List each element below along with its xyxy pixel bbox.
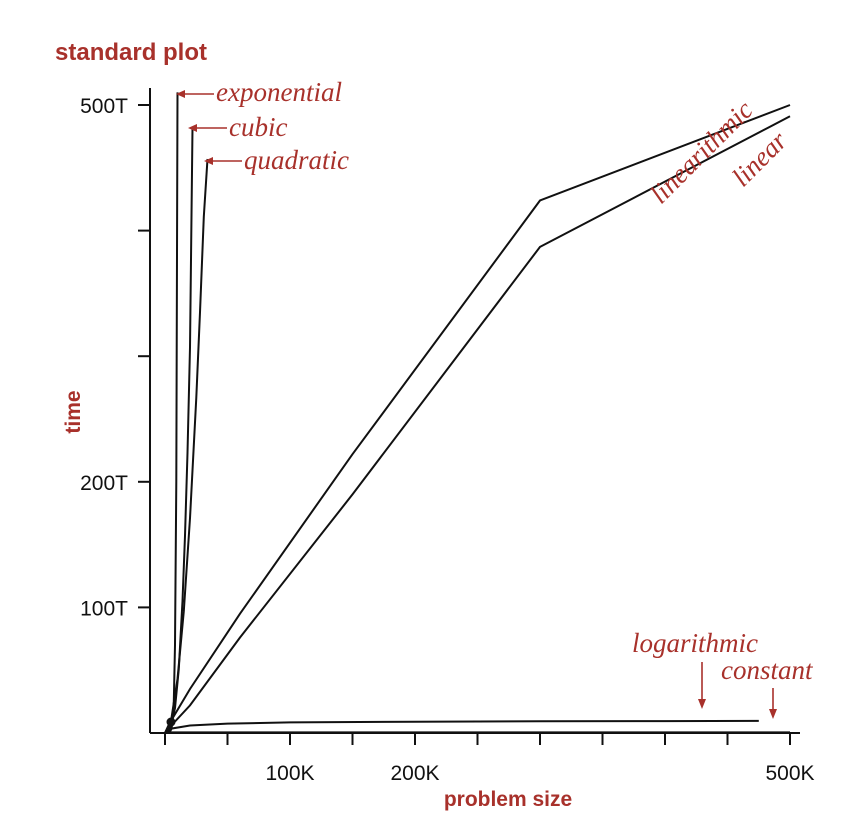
series-label-constant: constant xyxy=(721,655,814,685)
x-tick-label-200k: 200K xyxy=(390,762,439,785)
series-line-logarithmic xyxy=(164,719,759,734)
series-label-logarithmic: logarithmic xyxy=(632,628,758,658)
arrow-logarithmic xyxy=(698,662,706,709)
x-tick-label-500k: 500K xyxy=(765,762,814,785)
series-line-cubic xyxy=(164,127,194,734)
series-line-exponential xyxy=(164,92,179,734)
y-ticks: 100T 200T 500T xyxy=(80,95,150,620)
chart-title: standard plot xyxy=(55,39,207,66)
y-axis-title: time xyxy=(62,390,85,433)
series-label-exponential: exponential xyxy=(216,77,342,107)
x-axis-title: problem size xyxy=(444,788,572,811)
y-tick-label-200t: 200T xyxy=(80,472,128,495)
series-label-quadratic: quadratic xyxy=(244,145,349,175)
origin-point xyxy=(166,717,176,727)
arrow-cubic xyxy=(188,124,227,132)
series-line-quadratic xyxy=(164,158,209,734)
series-labels: exponential cubic quadratic linearithmic… xyxy=(216,77,814,685)
y-tick-label-100t: 100T xyxy=(80,597,128,620)
label-arrows xyxy=(176,90,777,719)
series-label-linearithmic: linearithmic xyxy=(644,95,759,210)
arrow-constant xyxy=(769,688,777,719)
arrow-exponential xyxy=(176,90,214,98)
x-tick-label-100k: 100K xyxy=(265,762,314,785)
y-tick-label-500t: 500T xyxy=(80,95,128,118)
arrow-quadratic xyxy=(204,157,242,165)
x-ticks: 100K 200K 500K xyxy=(164,733,815,785)
series-label-cubic: cubic xyxy=(229,112,287,142)
